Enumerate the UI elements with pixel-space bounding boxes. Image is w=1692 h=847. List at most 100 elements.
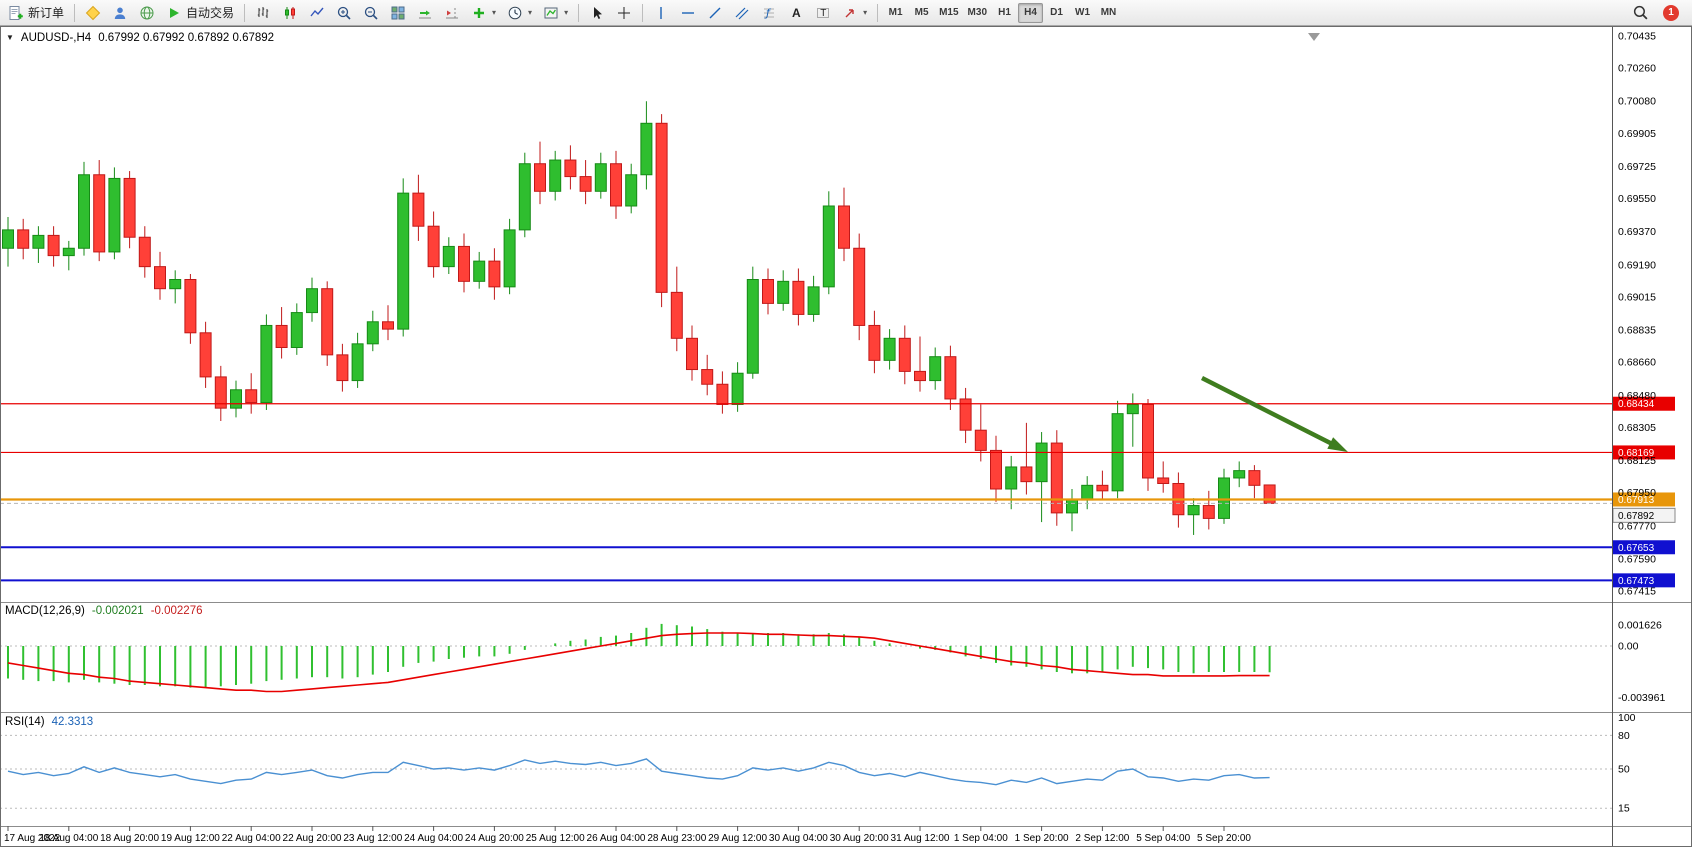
time-axis-label: 5 Sep 04:00 [1136, 833, 1190, 844]
bar-chart-button[interactable] [250, 2, 276, 24]
auto-trading-button[interactable]: 自动交易 [161, 2, 239, 24]
timeframe-w1-button[interactable]: W1 [1070, 3, 1095, 23]
label-icon: T [817, 7, 830, 19]
templates-button[interactable]: ▾ [538, 2, 573, 24]
line-chart-button[interactable] [304, 2, 330, 24]
time-axis-label: 30 Aug 04:00 [769, 833, 828, 844]
time-axis-label: 1 Sep 04:00 [954, 833, 1008, 844]
crosshair-button[interactable] [611, 2, 637, 24]
bull-candle [594, 163, 607, 192]
bull-candle [169, 279, 182, 290]
bull-candle [473, 260, 486, 282]
bear-candle [762, 279, 774, 304]
bear-candle [1142, 403, 1154, 479]
bull-candle [442, 245, 455, 268]
arrow-tool-icon [845, 8, 854, 17]
toolbar-separator [642, 3, 644, 22]
bull-candle [731, 372, 744, 405]
timeframe-h4-button[interactable]: H4 [1018, 2, 1043, 23]
candlestick-chart-button[interactable] [277, 2, 303, 24]
annotation-arrow-head[interactable] [1327, 437, 1348, 452]
community-button[interactable] [134, 2, 160, 24]
orange-level-line-tag [1613, 492, 1675, 507]
time-axis-label: 19 Aug 12:00 [161, 833, 220, 844]
annotation-arrow[interactable] [1200, 375, 1335, 447]
notification-badge[interactable]: 1 [1663, 4, 1679, 21]
bear-candle [1050, 442, 1063, 514]
bear-candle [321, 288, 334, 356]
metaeditor-button[interactable] [80, 2, 106, 24]
bull-candle [1005, 466, 1018, 490]
time-axis-label: 5 Sep 20:00 [1197, 833, 1251, 844]
bear-candle [1248, 470, 1261, 486]
price-axis-label: 0.67770 [1618, 520, 1656, 532]
zoom-in-button[interactable] [331, 2, 357, 24]
clock-icon [508, 6, 522, 19]
zoom-out-button[interactable] [358, 2, 384, 24]
toolbar-right-group: 1 [1627, 2, 1689, 24]
vertical-line-button[interactable] [648, 2, 674, 24]
bear-candle [336, 354, 349, 382]
timeframe-h1-button[interactable]: H1 [992, 3, 1017, 23]
bull-candle [883, 337, 896, 361]
chart-shift-marker-icon[interactable] [1308, 33, 1320, 41]
chart-shift-icon [446, 7, 459, 18]
bear-candle [1263, 484, 1276, 504]
timeframe-m30-button[interactable]: M30 [964, 3, 991, 23]
horizontal-line-button[interactable] [675, 2, 701, 24]
dropdown-arrow-icon: ▾ [863, 8, 868, 17]
metaeditor-icon [85, 5, 101, 20]
toolbar-separator [578, 3, 580, 22]
timeframe-m5-button[interactable]: M5 [909, 3, 934, 23]
bear-candle [792, 280, 805, 315]
trendline-button[interactable] [702, 2, 728, 24]
bear-candle [610, 163, 622, 207]
periods-button[interactable]: ▾ [502, 2, 537, 24]
label-button[interactable]: T [810, 2, 836, 24]
bear-candle [534, 163, 546, 192]
fibonacci-button[interactable]: ƒ [756, 2, 782, 24]
bear-candle [838, 205, 850, 249]
time-axis-label: 18 Aug 20:00 [100, 833, 159, 844]
auto-trading-play-icon [170, 7, 180, 18]
time-axis-label: 31 Aug 12:00 [891, 833, 950, 844]
timeframe-m1-button[interactable]: M1 [883, 3, 908, 23]
arrows-button[interactable]: ▾ [837, 2, 872, 24]
time-axis-label: 23 Aug 12:00 [343, 833, 402, 844]
price-axis-label: 0.67415 [1618, 586, 1656, 598]
bull-candle [1187, 505, 1200, 516]
bear-candle [1096, 484, 1109, 492]
bull-candle [32, 234, 45, 249]
tile-windows-button[interactable] [385, 2, 411, 24]
search-button[interactable] [1627, 2, 1654, 24]
bear-candle [17, 229, 30, 249]
bear-candle [412, 192, 425, 227]
chart-canvas[interactable]: 0.68434 0.68169 0.67913 0.67653 0.67473 0.678… [0, 26, 1692, 847]
price-axis-label: 0.67950 [1618, 487, 1656, 499]
price-axis-label: 0.68125 [1618, 455, 1656, 467]
timeframe-mn-button[interactable]: MN [1096, 3, 1121, 23]
bear-candle [959, 398, 972, 431]
text-button[interactable]: A [783, 2, 809, 24]
crosshair-icon [618, 6, 631, 19]
indicators-button[interactable]: ▾ [466, 2, 501, 24]
cursor-button[interactable] [584, 2, 610, 24]
tile-windows-icon [391, 6, 405, 19]
bear-candle [154, 266, 166, 290]
support-line-lower-tag [1613, 573, 1675, 588]
resistance-line-lower-tag-label: 0.68169 [1618, 448, 1655, 459]
time-axis-label: 17 Aug 2022 [4, 833, 61, 844]
timeframe-d1-button[interactable]: D1 [1044, 3, 1069, 23]
bull-candle [290, 312, 303, 348]
bull-candle [351, 343, 364, 382]
bull-candle [746, 279, 759, 374]
channel-button[interactable] [729, 2, 755, 24]
auto-scroll-icon [419, 10, 432, 18]
timeframe-m15-button[interactable]: M15 [935, 3, 962, 23]
new-order-button[interactable]: 新订单 [3, 2, 69, 24]
price-axis-label: 0.68305 [1618, 422, 1656, 434]
profile-button[interactable] [107, 2, 133, 24]
chart-shift-button[interactable] [439, 2, 465, 24]
templates-icon [544, 7, 558, 18]
auto-scroll-button[interactable] [412, 2, 438, 24]
